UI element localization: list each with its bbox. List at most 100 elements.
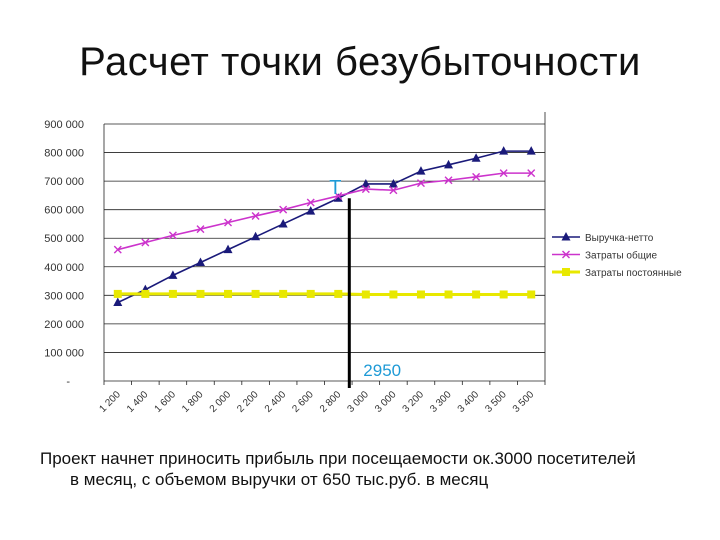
x-tick-label: 2 600 bbox=[290, 389, 316, 415]
data-point bbox=[416, 290, 425, 299]
y-tick-label: 800 000 bbox=[44, 148, 84, 160]
x-tick-label: 2 400 bbox=[263, 389, 289, 415]
data-point-stroke bbox=[306, 198, 315, 207]
data-point-stroke bbox=[168, 231, 177, 240]
data-point bbox=[361, 290, 370, 299]
data-point bbox=[334, 289, 343, 298]
series-line-2 bbox=[117, 172, 532, 251]
x-tick-label: 1 200 bbox=[97, 389, 123, 415]
breakeven-point-label: Т bbox=[329, 177, 341, 199]
data-point bbox=[499, 290, 508, 299]
data-point bbox=[141, 289, 150, 298]
data-point bbox=[168, 231, 177, 240]
data-point bbox=[416, 179, 425, 188]
data-point bbox=[195, 257, 205, 266]
x-tick-label: 1 400 bbox=[125, 389, 151, 415]
data-point bbox=[527, 290, 536, 299]
x-axis-ticks: 1 200 1 400 1 600 1 800 2 000 2 200 2 400 2 600… bbox=[97, 389, 536, 415]
data-point bbox=[499, 169, 508, 178]
data-point bbox=[471, 153, 481, 162]
data-point-stroke bbox=[472, 172, 481, 181]
y-tick-label: 200 000 bbox=[44, 319, 84, 331]
data-point bbox=[306, 289, 315, 298]
y-tick-label: 100 000 bbox=[44, 347, 84, 359]
data-point bbox=[361, 185, 370, 194]
data-point bbox=[444, 159, 454, 169]
data-point bbox=[526, 146, 536, 155]
data-point bbox=[196, 289, 205, 298]
data-point bbox=[113, 245, 122, 254]
data-point bbox=[361, 178, 371, 188]
data-point-stroke bbox=[389, 186, 398, 195]
slide-title: Расчет точки безубыточности bbox=[79, 40, 641, 84]
chart-grid bbox=[103, 112, 546, 385]
data-point-stroke bbox=[499, 169, 508, 178]
data-point bbox=[499, 146, 509, 155]
x-tick-label: 3 000 bbox=[345, 389, 371, 415]
data-point bbox=[251, 211, 260, 220]
data-point-stroke bbox=[361, 185, 370, 194]
data-point bbox=[141, 238, 150, 247]
legend-marker bbox=[562, 268, 570, 276]
series-line-3 bbox=[117, 292, 532, 296]
legend-label: Затраты постоянные bbox=[585, 268, 682, 279]
data-point-stroke bbox=[113, 245, 122, 254]
x-tick-label: 3 300 bbox=[428, 389, 454, 415]
chart-series bbox=[113, 146, 536, 306]
legend-marker bbox=[561, 232, 571, 241]
data-point bbox=[444, 290, 453, 299]
y-tick-label: 700 000 bbox=[44, 176, 84, 188]
slide-caption: Проект начнет приносить прибыль при посе… bbox=[40, 448, 700, 490]
data-point-stroke bbox=[251, 211, 260, 220]
legend-label: Затраты общие bbox=[585, 250, 658, 262]
data-point bbox=[196, 225, 205, 234]
data-point-stroke bbox=[224, 218, 233, 227]
data-point bbox=[113, 297, 123, 306]
legend-marker bbox=[562, 250, 570, 259]
data-point bbox=[334, 191, 343, 200]
y-tick-label: 500 000 bbox=[44, 233, 84, 245]
series-line-1 bbox=[117, 150, 532, 304]
x-tick-label: 3 500 bbox=[483, 389, 509, 415]
data-point-stroke bbox=[196, 225, 205, 234]
data-point bbox=[224, 289, 233, 298]
data-point-stroke bbox=[279, 205, 288, 214]
data-point bbox=[389, 290, 398, 299]
data-point bbox=[527, 169, 536, 178]
x-tick-label: 1 600 bbox=[153, 389, 179, 415]
data-point bbox=[168, 270, 178, 279]
data-point bbox=[168, 289, 177, 298]
data-point-stroke bbox=[444, 176, 453, 185]
x-tick-label: 2 000 bbox=[208, 389, 234, 415]
data-point bbox=[472, 290, 481, 299]
data-point bbox=[444, 176, 453, 185]
y-tick-label: 600 000 bbox=[44, 205, 84, 217]
data-point bbox=[278, 218, 288, 228]
data-point bbox=[333, 193, 343, 202]
x-tick-label: 3 000 bbox=[373, 389, 399, 415]
x-tick-label: 3 400 bbox=[456, 389, 482, 415]
x-tick-label: 1 800 bbox=[180, 389, 206, 415]
data-point bbox=[306, 206, 316, 215]
data-point bbox=[388, 178, 398, 188]
data-point-stroke bbox=[416, 179, 425, 188]
data-point bbox=[279, 289, 288, 298]
y-tick-label: 400 000 bbox=[44, 262, 84, 274]
data-point bbox=[224, 218, 233, 227]
y-tick-label: - bbox=[66, 376, 70, 388]
y-axis-ticks: - 100 000 200 000 300 000 400 000 500 000 600 … bbox=[44, 119, 84, 388]
chart-legend: Выручка-нетто Затраты общие Затраты постоя… bbox=[552, 232, 682, 279]
legend-label: Выручка-нетто bbox=[585, 233, 654, 244]
data-point-stroke bbox=[334, 191, 343, 200]
data-point bbox=[223, 244, 233, 254]
data-point bbox=[416, 166, 426, 175]
data-point-stroke bbox=[141, 238, 150, 247]
y-tick-label: 300 000 bbox=[44, 290, 84, 302]
data-point bbox=[113, 289, 122, 298]
caption-line-1: Проект начнет приносить прибыль при посе… bbox=[40, 449, 636, 468]
x-tick-label: 3 500 bbox=[511, 389, 537, 415]
y-tick-label: 900 000 bbox=[44, 119, 84, 131]
data-point bbox=[472, 172, 481, 181]
data-point bbox=[279, 205, 288, 214]
